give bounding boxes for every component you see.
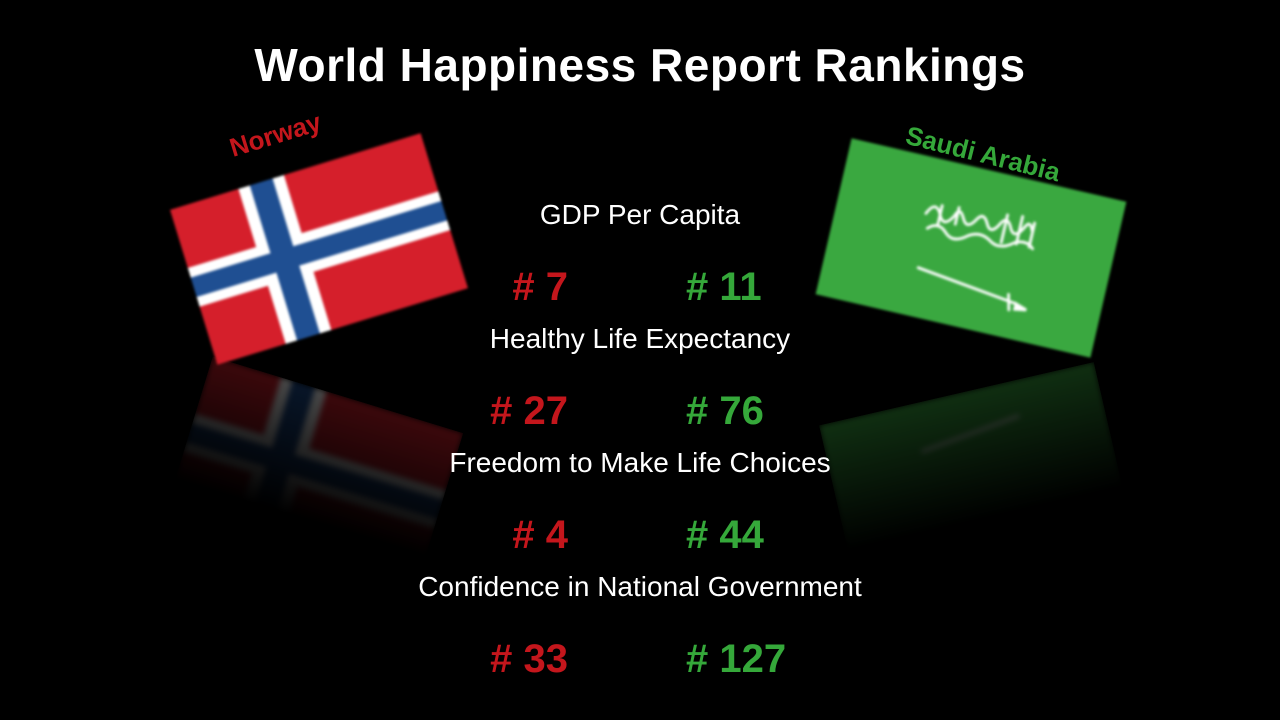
page-title: World Happiness Report Rankings <box>254 39 1026 91</box>
saudi-arabia-rank: # 11 <box>686 265 762 309</box>
norway-rank: # 33 <box>490 637 568 681</box>
saudi-arabia-rank: # 44 <box>686 513 764 557</box>
norway-rank: # 7 <box>512 265 568 309</box>
saudi-arabia-rank: # 127 <box>686 637 787 681</box>
norway-label: Norway <box>226 106 325 163</box>
metric-confidence-government: Confidence in National Government # 33 #… <box>0 570 1280 684</box>
metric-freedom-life-choices: Freedom to Make Life Choices # 4 # 44 <box>0 446 1280 560</box>
saudi-arabia-rank: # 76 <box>686 389 764 433</box>
norway-rank: # 4 <box>512 513 568 557</box>
metric-label: Healthy Life Expectancy <box>489 323 791 354</box>
metric-label: Freedom to Make Life Choices <box>449 447 831 478</box>
metric-label: GDP Per Capita <box>539 199 741 230</box>
saudi-arabia-flag-icon <box>815 138 1127 358</box>
norway-rank: # 27 <box>490 389 568 433</box>
metric-gdp-per-capita: GDP Per Capita # 7 # 11 <box>0 198 1280 312</box>
norway-flag-icon <box>170 133 468 365</box>
metric-label: Confidence in National Government <box>418 571 862 602</box>
metric-healthy-life-expectancy: Healthy Life Expectancy # 27 # 76 <box>0 322 1280 436</box>
